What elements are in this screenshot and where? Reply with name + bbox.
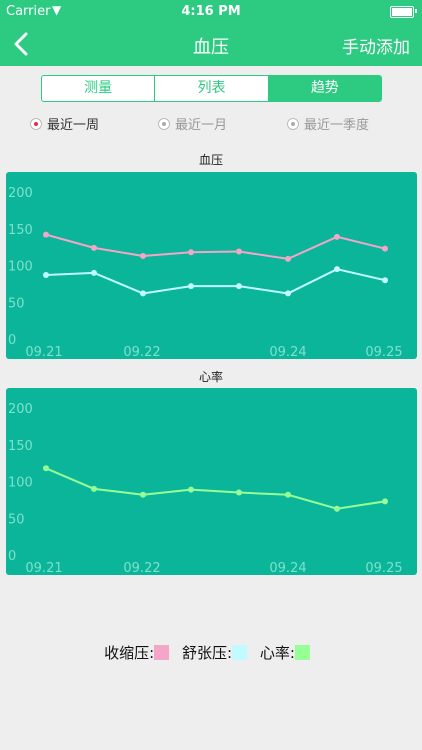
heart-rate-point [188, 486, 194, 493]
heart-rate-point [91, 485, 97, 492]
battery-cap [415, 9, 417, 13]
range-selector: 最近一周 最近一月 最近一季度 [0, 114, 422, 134]
x-tick-label: 09.21 [25, 345, 62, 359]
y-tick-label: 50 [8, 296, 25, 311]
systolic-point [188, 249, 194, 256]
back-icon[interactable] [10, 30, 34, 58]
systolic-point [43, 231, 49, 238]
heart-rate-point [43, 465, 49, 472]
view-tabs: 测量 列表 趋势 [41, 75, 382, 102]
systolic-point [382, 245, 388, 252]
hr-chart-title: 心率 [198, 370, 223, 384]
systolic-line [45, 233, 386, 260]
y-tick-label: 50 [8, 512, 25, 527]
tab-list[interactable]: 列表 [155, 76, 269, 101]
chart-canvas: 0 50 100 150 200 09.21 09.22 09.24 09.25 [8, 402, 403, 575]
status-bar: Carrier ▼ 4:16 PM [0, 0, 422, 22]
diastolic-point [334, 266, 340, 273]
range-quarter-label: 最近一季度 [304, 118, 370, 133]
x-tick-label: 09.22 [123, 345, 160, 359]
legend-heart-rate-swatch [294, 645, 310, 660]
legend-diastolic-swatch [232, 645, 248, 660]
x-tick-label: 09.24 [269, 561, 306, 575]
diastolic-line [45, 268, 386, 295]
heart-rate-chart: 0 50 100 150 200 09.21 09.22 09.24 09.25 [6, 388, 417, 575]
x-tick-label: 09.22 [123, 561, 160, 575]
y-tick-label: 0 [8, 549, 16, 564]
tab-trend[interactable]: 趋势 [268, 76, 381, 101]
page-title: 血压 [193, 37, 229, 58]
bp-chart-title: 血压 [198, 153, 223, 167]
systolic-point [140, 252, 146, 259]
systolic-point [285, 255, 291, 262]
y-tick-label: 100 [8, 260, 33, 275]
nav-bar: 血压 手动添加 [0, 22, 422, 66]
x-tick-label: 09.25 [365, 345, 402, 359]
x-tick-label: 09.25 [365, 561, 402, 575]
x-tick-label: 09.21 [25, 561, 62, 575]
status-time: 4:16 PM [181, 4, 241, 19]
range-week-option[interactable]: 最近一周 [30, 114, 99, 133]
carrier-label: Carrier [6, 4, 51, 19]
chart-canvas: 0 50 100 150 200 09.21 09.22 09.24 09.25 [8, 186, 403, 359]
y-tick-label: 200 [8, 186, 33, 201]
systolic-point [334, 233, 340, 240]
diastolic-point [285, 290, 291, 297]
battery-icon [390, 6, 414, 18]
diastolic-point [43, 272, 49, 279]
legend-systolic-swatch [154, 645, 170, 660]
diastolic-point [236, 283, 242, 290]
range-quarter-option[interactable]: 最近一季度 [287, 114, 369, 133]
manual-add-button[interactable]: 手动添加 [342, 38, 410, 58]
heart-rate-point [236, 489, 242, 496]
legend-diastolic-label: 舒张压: [181, 644, 233, 662]
range-week-label: 最近一周 [47, 118, 100, 133]
wifi-icon: ▼ [52, 3, 62, 17]
heart-rate-point [382, 498, 388, 505]
diastolic-point [140, 290, 146, 297]
tab-measure[interactable]: 测量 [42, 76, 156, 101]
radio-icon [158, 117, 170, 130]
y-tick-label: 150 [8, 223, 33, 238]
heart-rate-line [45, 467, 386, 510]
radio-selected-icon [30, 117, 42, 130]
radio-icon [287, 117, 299, 130]
y-tick-label: 0 [8, 333, 16, 348]
diastolic-point [382, 277, 388, 284]
heart-rate-point [334, 505, 340, 512]
legend-systolic-label: 收缩压: [104, 644, 155, 662]
range-month-option[interactable]: 最近一月 [158, 114, 227, 133]
heart-rate-point [285, 491, 291, 498]
x-tick-label: 09.24 [269, 345, 306, 359]
chart-legend: 收缩压: 舒张压: 心率: [0, 642, 422, 663]
bp-chart: 0 50 100 150 200 09.21 09.22 09.24 09.25 [6, 172, 417, 359]
diastolic-point [188, 283, 194, 290]
heart-rate-point [140, 491, 146, 498]
y-tick-label: 150 [8, 439, 33, 454]
y-tick-label: 100 [8, 476, 33, 491]
legend-heart-rate-label: 心率: [259, 644, 295, 662]
diastolic-point [91, 269, 97, 276]
range-month-label: 最近一月 [175, 118, 228, 133]
systolic-point [91, 244, 97, 251]
y-tick-label: 200 [8, 402, 33, 417]
systolic-point [236, 248, 242, 255]
